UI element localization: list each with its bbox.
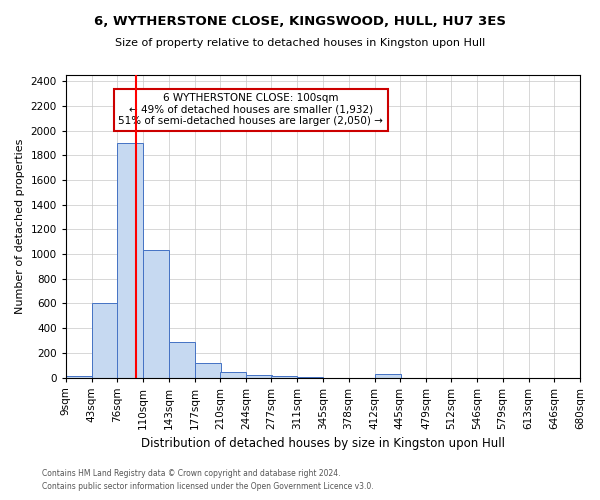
Text: 6 WYTHERSTONE CLOSE: 100sqm
← 49% of detached houses are smaller (1,932)
51% of : 6 WYTHERSTONE CLOSE: 100sqm ← 49% of det… bbox=[118, 93, 383, 126]
Bar bbox=[297, 377, 323, 378]
Text: 6, WYTHERSTONE CLOSE, KINGSWOOD, HULL, HU7 3ES: 6, WYTHERSTONE CLOSE, KINGSWOOD, HULL, H… bbox=[94, 15, 506, 28]
Text: Contains HM Land Registry data © Crown copyright and database right 2024.: Contains HM Land Registry data © Crown c… bbox=[42, 468, 341, 477]
Bar bbox=[92, 304, 118, 378]
Text: Contains public sector information licensed under the Open Government Licence v3: Contains public sector information licen… bbox=[42, 482, 374, 491]
X-axis label: Distribution of detached houses by size in Kingston upon Hull: Distribution of detached houses by size … bbox=[141, 437, 505, 450]
Bar bbox=[66, 376, 92, 378]
Bar bbox=[374, 374, 401, 378]
Y-axis label: Number of detached properties: Number of detached properties bbox=[15, 138, 25, 314]
Bar bbox=[246, 375, 272, 378]
Bar bbox=[169, 342, 194, 378]
Bar bbox=[194, 362, 221, 378]
Text: Size of property relative to detached houses in Kingston upon Hull: Size of property relative to detached ho… bbox=[115, 38, 485, 48]
Bar bbox=[220, 372, 246, 378]
Bar bbox=[271, 376, 297, 378]
Bar bbox=[117, 143, 143, 378]
Bar bbox=[143, 250, 169, 378]
